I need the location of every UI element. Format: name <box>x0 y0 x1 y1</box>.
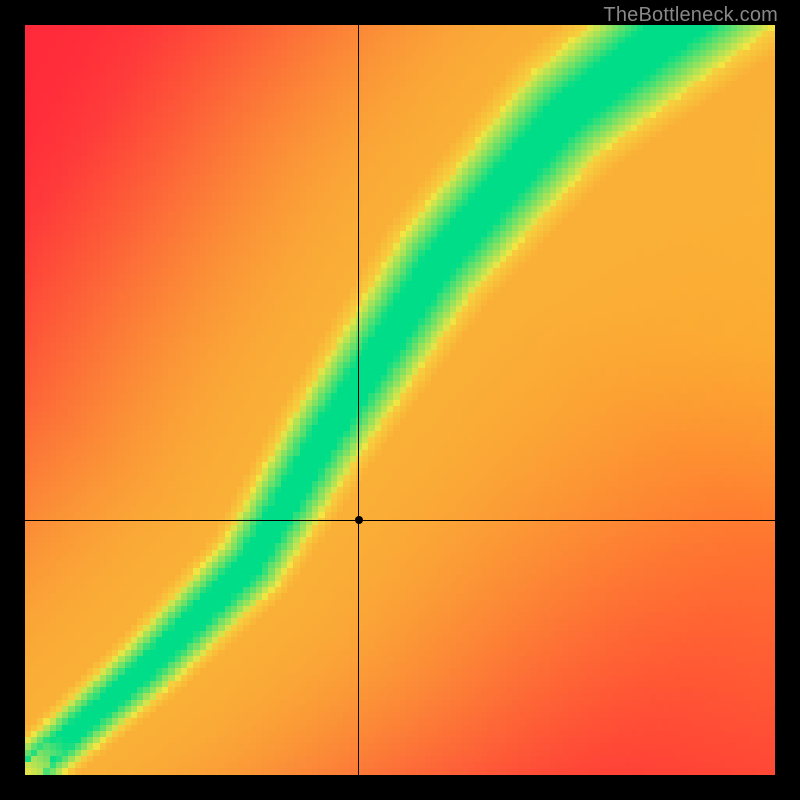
crosshair-vertical <box>358 25 359 775</box>
crosshair-dot <box>355 516 363 524</box>
watermark-text: TheBottleneck.com <box>603 4 778 27</box>
heatmap-plot <box>25 25 775 775</box>
heatmap-canvas <box>25 25 775 775</box>
crosshair-horizontal <box>25 520 775 521</box>
